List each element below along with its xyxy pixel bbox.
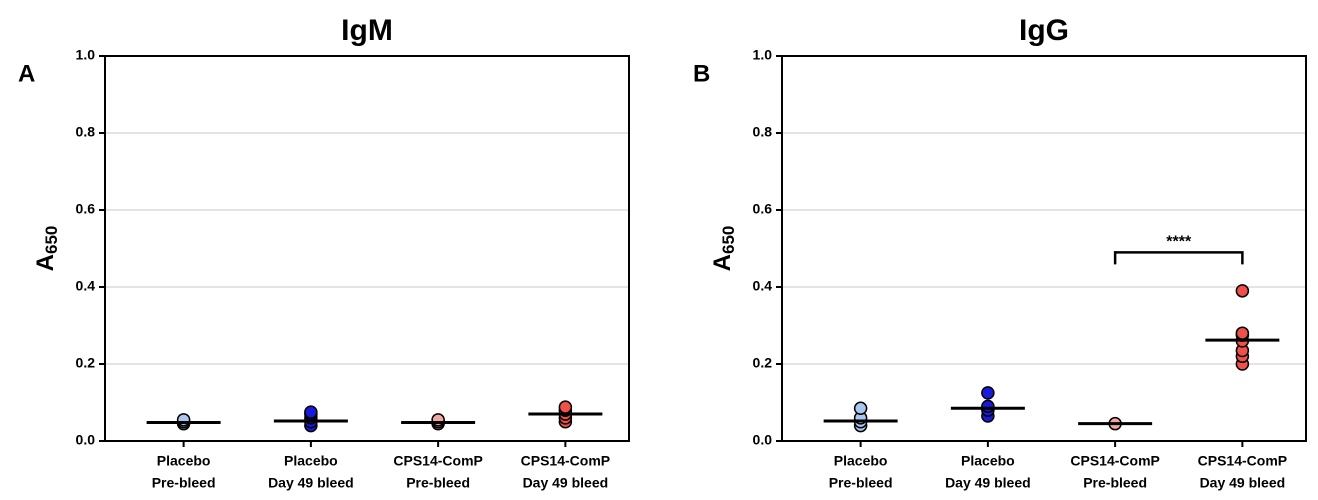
data-point [853, 401, 868, 416]
significance-bracket [1113, 251, 1244, 265]
y-tick-label: 0.2 [753, 355, 773, 371]
data-point [176, 413, 191, 427]
y-tick-label: 0.6 [753, 201, 773, 217]
y-axis-label-sub: 650 [719, 226, 738, 254]
x-tick-label: Pre-bleed [829, 475, 893, 491]
y-axis-label: A650 [32, 226, 61, 272]
data-point [431, 413, 445, 427]
y-tick-label: 0.8 [76, 124, 96, 140]
x-tick-label: CPS14-ComP [521, 453, 610, 469]
significance-label: **** [1166, 234, 1192, 251]
y-tick-label: 0.2 [76, 355, 96, 371]
x-tick-label: Placebo [284, 453, 338, 469]
x-tick-label: Day 49 bleed [523, 475, 609, 491]
y-tick-label: 1.0 [753, 47, 773, 63]
data-point [981, 386, 995, 400]
y-tick-label: 0.8 [753, 124, 773, 140]
chart-title: IgG [1019, 14, 1069, 47]
x-tick-label: CPS14-ComP [393, 453, 482, 469]
x-tick-label: Placebo [157, 453, 211, 469]
x-tick-label: Placebo [961, 453, 1015, 469]
y-axis-label-main: A [709, 254, 736, 271]
x-tick-label: CPS14-ComP [1198, 453, 1287, 469]
x-tick-label: Day 49 bleed [268, 475, 354, 491]
y-tick-label: 0.0 [753, 432, 773, 448]
x-tick-label: CPS14-ComP [1070, 453, 1159, 469]
x-tick-label: Placebo [834, 453, 888, 469]
y-axis-label-sub: 650 [42, 226, 61, 254]
y-tick-label: 0.4 [76, 278, 96, 294]
data-point [304, 405, 318, 419]
y-tick-label: 0.4 [753, 278, 773, 294]
panel-label: A [18, 60, 35, 87]
x-tick-label: Day 49 bleed [1200, 475, 1286, 491]
y-axis-label: A650 [709, 226, 738, 272]
data-point [1235, 326, 1250, 340]
y-axis-label-main: A [32, 254, 59, 271]
data-point [558, 400, 573, 414]
x-tick-label: Pre-bleed [152, 475, 216, 491]
chart-title: IgM [341, 14, 393, 47]
y-tick-label: 0.0 [76, 432, 96, 448]
x-tick-label: Pre-bleed [1083, 475, 1147, 491]
data-point [1235, 284, 1250, 298]
y-tick-label: 0.6 [76, 201, 96, 217]
x-tick-label: Day 49 bleed [945, 475, 1031, 491]
x-tick-label: Pre-bleed [406, 475, 470, 491]
data-point [981, 399, 995, 414]
plot-frame [104, 55, 630, 442]
plot-frame [781, 55, 1307, 442]
panel-label: B [693, 60, 710, 87]
y-tick-label: 1.0 [76, 47, 96, 63]
